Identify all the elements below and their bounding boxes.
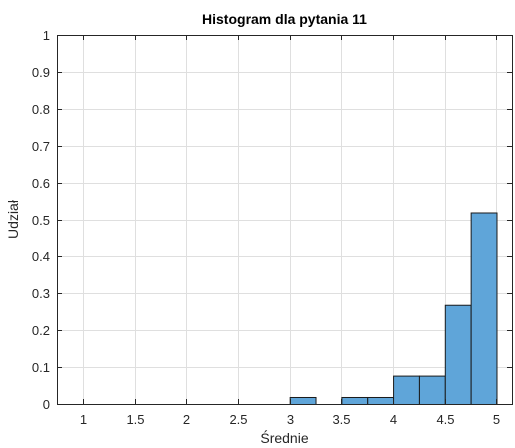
- x-tick-label: 2.5: [229, 412, 247, 427]
- x-axis-ticks: 1 1.5 2 2.5 3 3.5 4 4.5 5: [80, 35, 500, 427]
- histogram-bar: [367, 396, 395, 406]
- histogram-bar: [289, 396, 317, 406]
- x-tick-label: 2: [183, 412, 190, 427]
- y-axis-label: Udział: [5, 199, 21, 239]
- y-tick-label: 0.9: [32, 65, 50, 80]
- histogram-bars: [289, 212, 498, 406]
- y-tick-label: 1: [43, 28, 50, 43]
- y-tick-label: 0.5: [32, 213, 50, 228]
- y-tick-label: 0.7: [32, 139, 50, 154]
- y-tick-label: 0.2: [32, 323, 50, 338]
- histogram-bar: [444, 304, 472, 406]
- x-tick-label: 4: [390, 412, 397, 427]
- x-tick-label: 3: [287, 412, 294, 427]
- x-tick-label: 1.5: [126, 412, 144, 427]
- x-tick-label: 5: [493, 412, 500, 427]
- y-tick-label: 0: [43, 397, 50, 412]
- histogram-bar: [393, 375, 420, 406]
- y-axis-ticks: 0 0.1 0.2 0.3 0.4 0.5 0.6 0.7 0.8 0.9 1: [32, 28, 512, 412]
- histogram-bar: [418, 375, 446, 406]
- x-tick-label: 4.5: [436, 412, 454, 427]
- x-tick-label: 1: [80, 412, 87, 427]
- plot-area: [57, 35, 512, 404]
- y-tick-label: 0.3: [32, 286, 50, 301]
- histogram-bar: [341, 396, 369, 406]
- x-axis-label: Średnie: [260, 429, 308, 446]
- x-tick-label: 3.5: [332, 412, 350, 427]
- histogram-bar: [470, 212, 498, 405]
- y-tick-label: 0.8: [32, 102, 50, 117]
- y-tick-label: 0.6: [32, 176, 50, 191]
- y-tick-label: 0.1: [32, 360, 50, 375]
- y-tick-label: 0.4: [32, 249, 50, 264]
- chart-title: Histogram dla pytania 11: [202, 11, 367, 27]
